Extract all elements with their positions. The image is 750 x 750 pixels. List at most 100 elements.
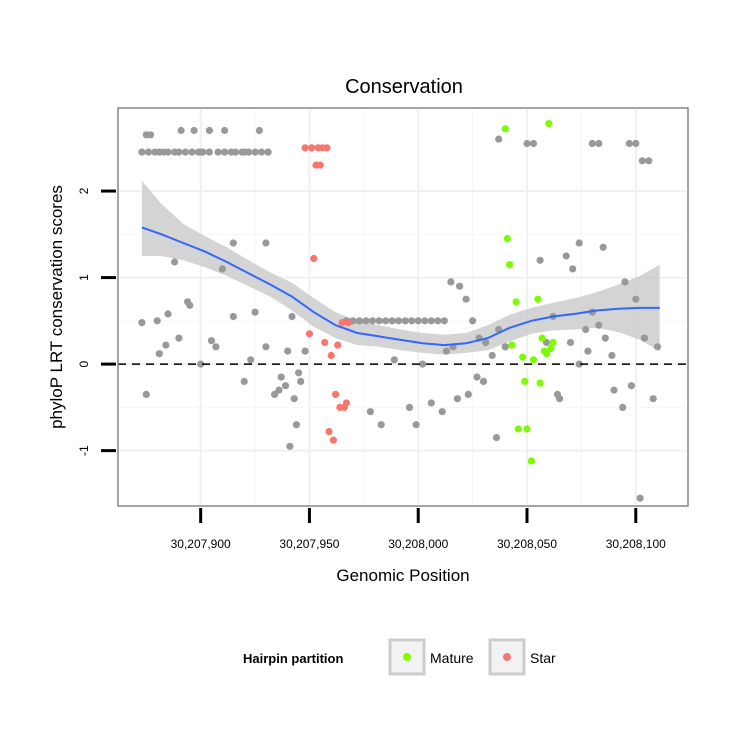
point-other <box>178 127 185 134</box>
point-mature <box>515 425 522 432</box>
point-other <box>275 387 282 394</box>
point-other <box>447 278 454 285</box>
point-star <box>310 255 317 262</box>
point-other <box>382 317 389 324</box>
point-mature <box>504 235 511 242</box>
point-other <box>145 149 152 156</box>
point-other <box>302 348 309 355</box>
point-other <box>230 313 237 320</box>
conservation-chart: Conservation 30,207,900 30,207,950 30,208,… <box>0 0 750 750</box>
point-other <box>406 404 413 411</box>
point-other <box>291 395 298 402</box>
point-other <box>219 265 226 272</box>
point-other <box>215 149 222 156</box>
legend-mature-swatch <box>403 653 411 661</box>
point-mature <box>550 339 557 346</box>
point-other <box>247 356 254 363</box>
point-other <box>156 350 163 357</box>
point-other <box>628 382 635 389</box>
point-star <box>321 339 328 346</box>
point-other <box>175 335 182 342</box>
point-other <box>245 149 252 156</box>
point-other <box>428 399 435 406</box>
point-other <box>278 374 285 381</box>
legend-label-star: Star <box>530 650 556 666</box>
point-other <box>147 131 154 138</box>
point-other <box>206 127 213 134</box>
point-mature <box>502 125 509 132</box>
point-other <box>252 149 259 156</box>
point-other <box>288 313 295 320</box>
point-other <box>619 404 626 411</box>
point-mature <box>539 335 546 342</box>
point-star <box>325 428 332 435</box>
point-other <box>221 127 228 134</box>
point-other <box>212 343 219 350</box>
point-other <box>391 356 398 363</box>
point-other <box>182 149 189 156</box>
point-other <box>378 421 385 428</box>
point-other <box>188 149 195 156</box>
legend: Hairpin partition Mature Star <box>243 640 556 674</box>
point-other <box>262 343 269 350</box>
point-other <box>489 352 496 359</box>
legend-star-swatch <box>503 653 511 661</box>
legend-label-mature: Mature <box>430 650 474 666</box>
point-other <box>419 361 426 368</box>
point-other <box>443 348 450 355</box>
point-other <box>621 278 628 285</box>
point-other <box>554 391 561 398</box>
point-mature <box>545 120 552 127</box>
point-other <box>589 140 596 147</box>
point-other <box>138 319 145 326</box>
point-other <box>530 140 537 147</box>
point-other <box>465 391 472 398</box>
x-tick-label: 30,207,900 <box>171 537 231 551</box>
point-mature <box>530 356 537 363</box>
point-other <box>639 157 646 164</box>
point-mature <box>508 342 515 349</box>
point-other <box>641 335 648 342</box>
point-other <box>608 352 615 359</box>
point-other <box>645 157 652 164</box>
point-other <box>284 348 291 355</box>
point-other <box>286 443 293 450</box>
point-other <box>256 127 263 134</box>
x-tick-label: 30,208,100 <box>606 537 666 551</box>
point-other <box>595 140 602 147</box>
y-axis: -1012 <box>77 187 116 456</box>
point-star <box>302 144 309 151</box>
point-other <box>232 149 239 156</box>
point-other <box>238 149 245 156</box>
point-other <box>282 382 289 389</box>
point-other <box>138 149 145 156</box>
point-other <box>415 317 422 324</box>
legend-title: Hairpin partition <box>243 651 343 666</box>
point-other <box>523 140 530 147</box>
point-mature <box>534 296 541 303</box>
point-star <box>317 162 324 169</box>
point-other <box>480 378 487 385</box>
point-other <box>402 317 409 324</box>
point-other <box>584 348 591 355</box>
point-other <box>454 395 461 402</box>
point-star <box>339 319 346 326</box>
point-other <box>230 239 237 246</box>
point-other <box>567 339 574 346</box>
point-other <box>164 149 171 156</box>
point-other <box>297 378 304 385</box>
point-other <box>632 140 639 147</box>
point-other <box>434 317 441 324</box>
y-tick-label: 2 <box>77 187 91 194</box>
point-other <box>413 421 420 428</box>
point-other <box>252 309 259 316</box>
point-other <box>208 337 215 344</box>
x-axis: 30,207,900 30,207,950 30,208,000 30,208,050… <box>171 508 666 551</box>
point-other <box>241 378 248 385</box>
point-other <box>463 296 470 303</box>
point-other <box>650 395 657 402</box>
point-star <box>334 342 341 349</box>
point-other <box>206 149 213 156</box>
point-mature <box>521 378 528 385</box>
point-mature <box>513 298 520 305</box>
